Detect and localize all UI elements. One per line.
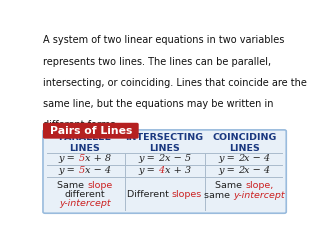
Text: different forms.: different forms. [43, 120, 118, 130]
Text: y =: y = [218, 154, 238, 163]
Text: x − 4: x − 4 [244, 166, 270, 175]
Text: COINCIDING
LINES: COINCIDING LINES [212, 133, 276, 153]
Text: slope,: slope, [245, 181, 274, 190]
Text: different: different [65, 190, 105, 199]
Text: Pairs of Lines: Pairs of Lines [50, 126, 132, 136]
Text: y =: y = [218, 166, 238, 175]
Text: INTERSECTING
LINES: INTERSECTING LINES [125, 133, 204, 153]
Text: 2: 2 [158, 154, 164, 163]
Text: x + 3: x + 3 [164, 166, 191, 175]
Text: PARALLEL
LINES: PARALLEL LINES [59, 133, 111, 153]
Text: 5: 5 [79, 154, 85, 163]
Text: 5: 5 [79, 166, 85, 175]
Text: same line, but the equations may be written in: same line, but the equations may be writ… [43, 99, 274, 109]
Text: y =: y = [139, 154, 158, 163]
Text: slope: slope [87, 181, 112, 190]
FancyBboxPatch shape [43, 130, 286, 213]
Text: x − 5: x − 5 [164, 154, 191, 163]
Text: A system of two linear equations in two variables: A system of two linear equations in two … [43, 35, 284, 45]
Text: y =: y = [59, 154, 79, 163]
FancyBboxPatch shape [43, 123, 139, 139]
Text: slopes: slopes [172, 190, 202, 199]
Text: y-intercept: y-intercept [233, 191, 285, 200]
Text: Different: Different [127, 190, 172, 199]
Text: y-intercept: y-intercept [59, 198, 111, 208]
Text: same: same [204, 191, 233, 200]
Text: 2: 2 [238, 166, 244, 175]
Text: 4: 4 [158, 166, 164, 175]
Text: intersecting, or coinciding. Lines that coincide are the: intersecting, or coinciding. Lines that … [43, 78, 307, 88]
Text: Same: Same [57, 181, 87, 190]
Text: Same: Same [215, 181, 245, 190]
Text: represents two lines. The lines can be parallel,: represents two lines. The lines can be p… [43, 57, 271, 66]
Text: x − 4: x − 4 [85, 166, 111, 175]
Text: x + 8: x + 8 [85, 154, 111, 163]
Text: y =: y = [139, 166, 158, 175]
Text: 2: 2 [238, 154, 244, 163]
Text: y =: y = [59, 166, 79, 175]
Text: x − 4: x − 4 [244, 154, 270, 163]
